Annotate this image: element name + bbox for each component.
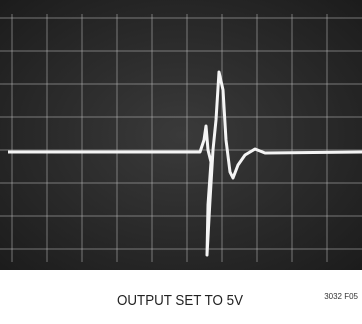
waveform-trace bbox=[8, 70, 362, 257]
caption: OUTPUT SET TO 5V bbox=[117, 292, 243, 309]
scope-grid bbox=[0, 14, 362, 262]
figure-id: 3032 F05 bbox=[324, 292, 358, 301]
scope-screen bbox=[0, 0, 362, 270]
